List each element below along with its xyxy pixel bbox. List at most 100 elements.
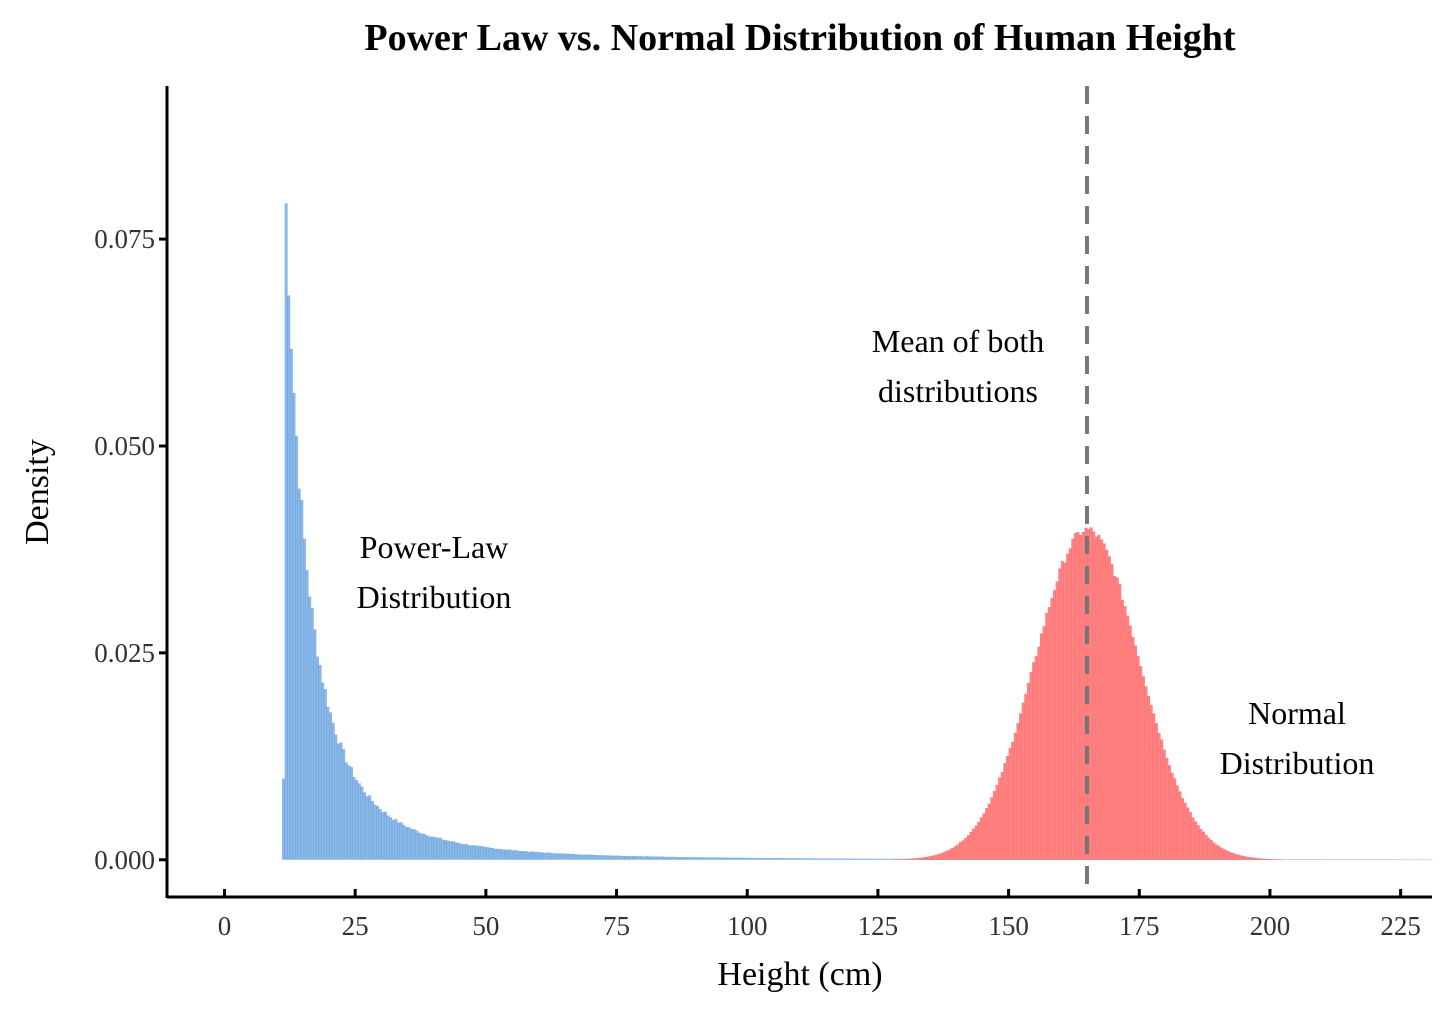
power-law-bar	[535, 851, 539, 860]
normal-bar	[1249, 857, 1253, 860]
power-law-bar	[1416, 859, 1420, 861]
power-law-bar	[854, 858, 858, 860]
normal-bar	[924, 856, 928, 860]
power-law-bar	[647, 856, 651, 860]
power-law-bar	[1384, 859, 1388, 861]
normal-bar	[1042, 626, 1046, 860]
power-law-bar	[676, 857, 680, 860]
power-law-bar	[1392, 859, 1396, 861]
power-law-bar	[789, 858, 793, 860]
power-law-bar	[530, 851, 534, 860]
power-law-bar	[478, 845, 482, 860]
normal-bar	[1183, 802, 1187, 860]
normal-bar	[1039, 633, 1043, 860]
power-law-bar	[590, 854, 594, 860]
power-law-bar	[642, 856, 646, 860]
power-law-bar	[430, 836, 434, 860]
normal-bar	[932, 855, 936, 860]
normal-bar	[1131, 636, 1135, 860]
power-law-bar	[305, 570, 309, 860]
power-law-bar	[802, 858, 806, 860]
normal-bar	[956, 844, 960, 860]
power-law-bar	[532, 851, 536, 860]
normal-bar	[917, 857, 921, 860]
power-law-bar	[820, 858, 824, 860]
power-law-bar	[561, 853, 565, 860]
normal-annotation-line1: Normal	[1248, 695, 1346, 731]
power-law-bar	[538, 852, 542, 860]
power-law-bar	[807, 858, 811, 860]
power-law-bar	[739, 857, 743, 860]
normal-bar	[1254, 857, 1258, 860]
mean-annotation-line2: distributions	[878, 373, 1038, 409]
power-law-bar	[287, 295, 291, 860]
power-law-bar	[595, 854, 599, 860]
power-law-bar	[425, 835, 429, 860]
normal-bar	[1073, 533, 1077, 860]
power-law-bar	[1403, 859, 1407, 861]
power-law-bar	[655, 856, 659, 860]
power-law-bar	[329, 712, 333, 860]
power-law-bar	[451, 841, 455, 860]
power-law-bar	[791, 858, 795, 860]
normal-bar	[1063, 562, 1067, 860]
y-axis-ticks: 0.000 0.025 0.050 0.075	[94, 224, 167, 875]
normal-bar	[927, 856, 931, 860]
power-law-bar	[412, 829, 416, 860]
mean-annotation-line1: Mean of both	[872, 323, 1044, 359]
normal-bar	[922, 857, 926, 860]
power-law-bar	[775, 858, 779, 860]
power-law-bar	[326, 707, 330, 860]
power-law-bar	[1405, 859, 1409, 861]
normal-bar	[1157, 732, 1161, 860]
x-tick-label: 175	[1119, 911, 1160, 941]
power-law-bar	[632, 856, 636, 860]
power-law-bar	[310, 607, 314, 860]
power-law-bar	[1290, 859, 1294, 860]
power-law-bar	[613, 855, 617, 860]
y-tick-label: 0.000	[94, 845, 155, 875]
x-tick-label: 75	[603, 911, 630, 941]
normal-bar	[1256, 858, 1260, 860]
power-law-bar	[1413, 859, 1417, 861]
power-law-bar	[480, 846, 484, 860]
power-law-bar	[289, 348, 293, 860]
normal-bar	[945, 850, 949, 860]
power-law-bar	[378, 809, 382, 860]
power-law-bar	[331, 722, 335, 860]
power-law-bar	[1335, 859, 1339, 861]
power-law-bar	[1400, 859, 1404, 861]
power-law-bar	[1298, 859, 1302, 860]
normal-bar	[1262, 858, 1266, 860]
power-law-bar	[734, 857, 738, 860]
power-law-bar	[1311, 859, 1315, 860]
normal-bar	[977, 821, 981, 860]
power-law-bar	[600, 855, 604, 860]
power-law-bar	[446, 840, 450, 860]
normal-bar	[1118, 584, 1122, 860]
power-law-bar	[877, 858, 881, 860]
power-law-bar	[585, 854, 589, 860]
power-law-bar	[598, 855, 602, 860]
power-law-bar	[875, 858, 879, 860]
normal-bar	[1202, 831, 1206, 860]
power-law-bar	[464, 843, 468, 860]
normal-bar	[982, 813, 986, 860]
normal-bar	[1280, 859, 1284, 860]
power-law-bar	[883, 858, 887, 860]
power-law-bar	[441, 839, 445, 860]
power-law-bar	[603, 855, 607, 860]
normal-bar	[1068, 548, 1072, 860]
normal-bar	[979, 817, 983, 860]
power-law-bar	[1309, 859, 1313, 860]
x-axis-ticks: 0 25 50 75 100 125 150 175 200 225	[218, 889, 1421, 941]
normal-bar	[1102, 543, 1106, 860]
power-law-bar	[485, 847, 489, 860]
normal-bar	[1188, 812, 1192, 860]
power-law-bar	[692, 857, 696, 860]
power-law-bar	[663, 856, 667, 860]
normal-bar	[1267, 858, 1271, 860]
power-law-bar	[634, 856, 638, 860]
power-law-bar	[794, 858, 798, 860]
normal-bar	[1115, 577, 1119, 860]
